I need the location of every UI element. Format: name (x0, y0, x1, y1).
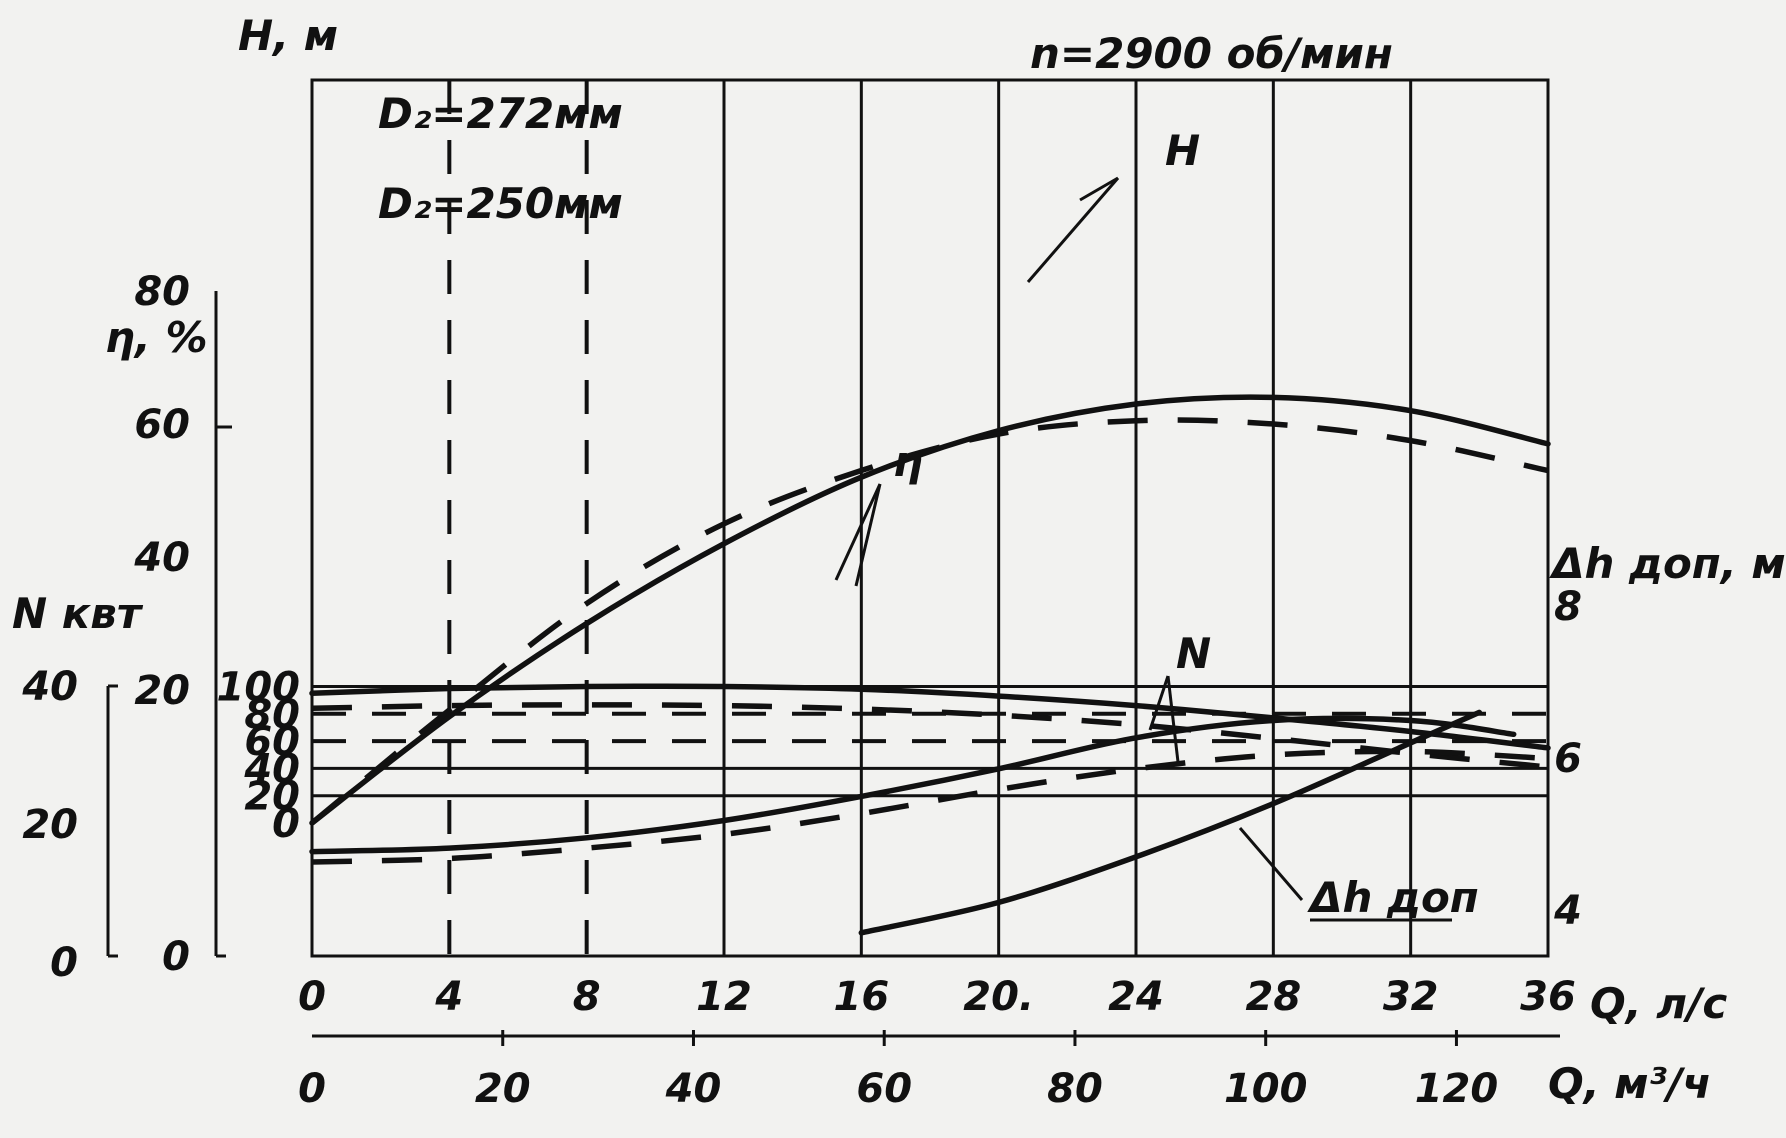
x-secondary-tick-label: 120 (1415, 1066, 1499, 1112)
y-eff-tick-label: 80 (134, 269, 190, 315)
y-npsh-tick-label: 4 (1553, 888, 1582, 934)
y-power-tick-label: 40 (21, 664, 78, 710)
curve-npsh-solid (858, 709, 1483, 936)
curve-efficiency-dashed (310, 417, 1549, 826)
label-leader-line (1148, 675, 1170, 731)
x-primary-tick-label: 12 (696, 974, 752, 1020)
label-leader-line (834, 483, 882, 581)
x-primary-tick-label: 4 (434, 974, 463, 1020)
curve-label-n: N (1176, 629, 1211, 678)
x-secondary-tick-label: 100 (1224, 1066, 1308, 1112)
x-secondary-tick-label: 60 (856, 1066, 912, 1112)
x-secondary-tick-label: 20 (475, 1066, 531, 1112)
x-secondary-tick-label: 80 (1047, 1066, 1103, 1112)
curve-power-solid (309, 715, 1517, 855)
y-eff-label: η, % (105, 313, 208, 362)
y-eff-tick-label: 20 (134, 668, 190, 714)
y-power-tick-label: 0 (50, 940, 78, 986)
label-leader-line (1166, 675, 1180, 763)
diameter-250-label: D₂=250мм (378, 179, 623, 228)
plot-frame (310, 78, 1550, 958)
y-head-tick-label: 0 (272, 801, 300, 847)
x-secondary-label: Q, м³/ч (1548, 1059, 1711, 1108)
y-npsh-tick-label: 6 (1554, 736, 1582, 782)
curve-label-eta: η (893, 437, 923, 486)
label-leader-line (1079, 176, 1119, 202)
label-leader-line (854, 483, 882, 587)
x-primary-tick-label: 36 (1520, 974, 1576, 1020)
labels: H, м n=2900 об/мин D₂=272мм D₂=250мм η, … (12, 11, 1786, 1108)
label-leader-line (1026, 177, 1120, 283)
curve-efficiency-solid (309, 394, 1551, 826)
y-power-tick-label: 20 (22, 802, 78, 848)
x-primary-tick-label: 16 (833, 974, 889, 1020)
x-primary-label: Q, л/с (1590, 979, 1727, 1028)
y-head-tick-label: 20 (244, 774, 300, 820)
y-eff-tick-label: 0 (162, 934, 190, 980)
speed-label: n=2900 об/мин (1030, 29, 1393, 78)
x-primary-tick-label: 0 (298, 974, 326, 1020)
y-npsh-tick-label: 8 (1554, 584, 1582, 630)
y-head-tick-label: 40 (243, 746, 300, 792)
y-eff-tick-label: 60 (134, 402, 190, 448)
x-primary-tick-label: 32 (1383, 974, 1439, 1020)
axes (106, 291, 1560, 1046)
x-secondary-tick-label: 40 (665, 1066, 722, 1112)
y-eff-tick-label: 40 (133, 535, 190, 581)
label-leader-line (1238, 827, 1304, 901)
tick-labels: 0 4 8 12 16 20. 24 28 32 360 20 40 60 80 100 1200204060… (21, 269, 1582, 1112)
x-primary-tick-label: 24 (1108, 974, 1164, 1020)
curve-label-h: H (1165, 126, 1200, 175)
curve-label-npsh: Δh доп (1307, 873, 1479, 922)
x-secondary-tick-label: 0 (298, 1066, 326, 1112)
y-head-tick-label: 60 (244, 719, 300, 765)
x-primary-tick-label: 20. (963, 974, 1034, 1020)
x-primary-tick-label: 28 (1245, 974, 1301, 1020)
y-head-label: H, м (238, 11, 338, 60)
y-head-tick-label: 80 (244, 692, 300, 738)
curves (309, 176, 1551, 936)
curve-head-solid (309, 683, 1551, 751)
diameter-272-label: D₂=272мм (378, 89, 623, 138)
x-primary-tick-label: 8 (573, 974, 601, 1020)
y-npsh-label: Δh доп, м (1549, 539, 1786, 588)
y-head-tick-label: 100 (217, 665, 301, 711)
y-power-label: N квт (12, 589, 144, 638)
